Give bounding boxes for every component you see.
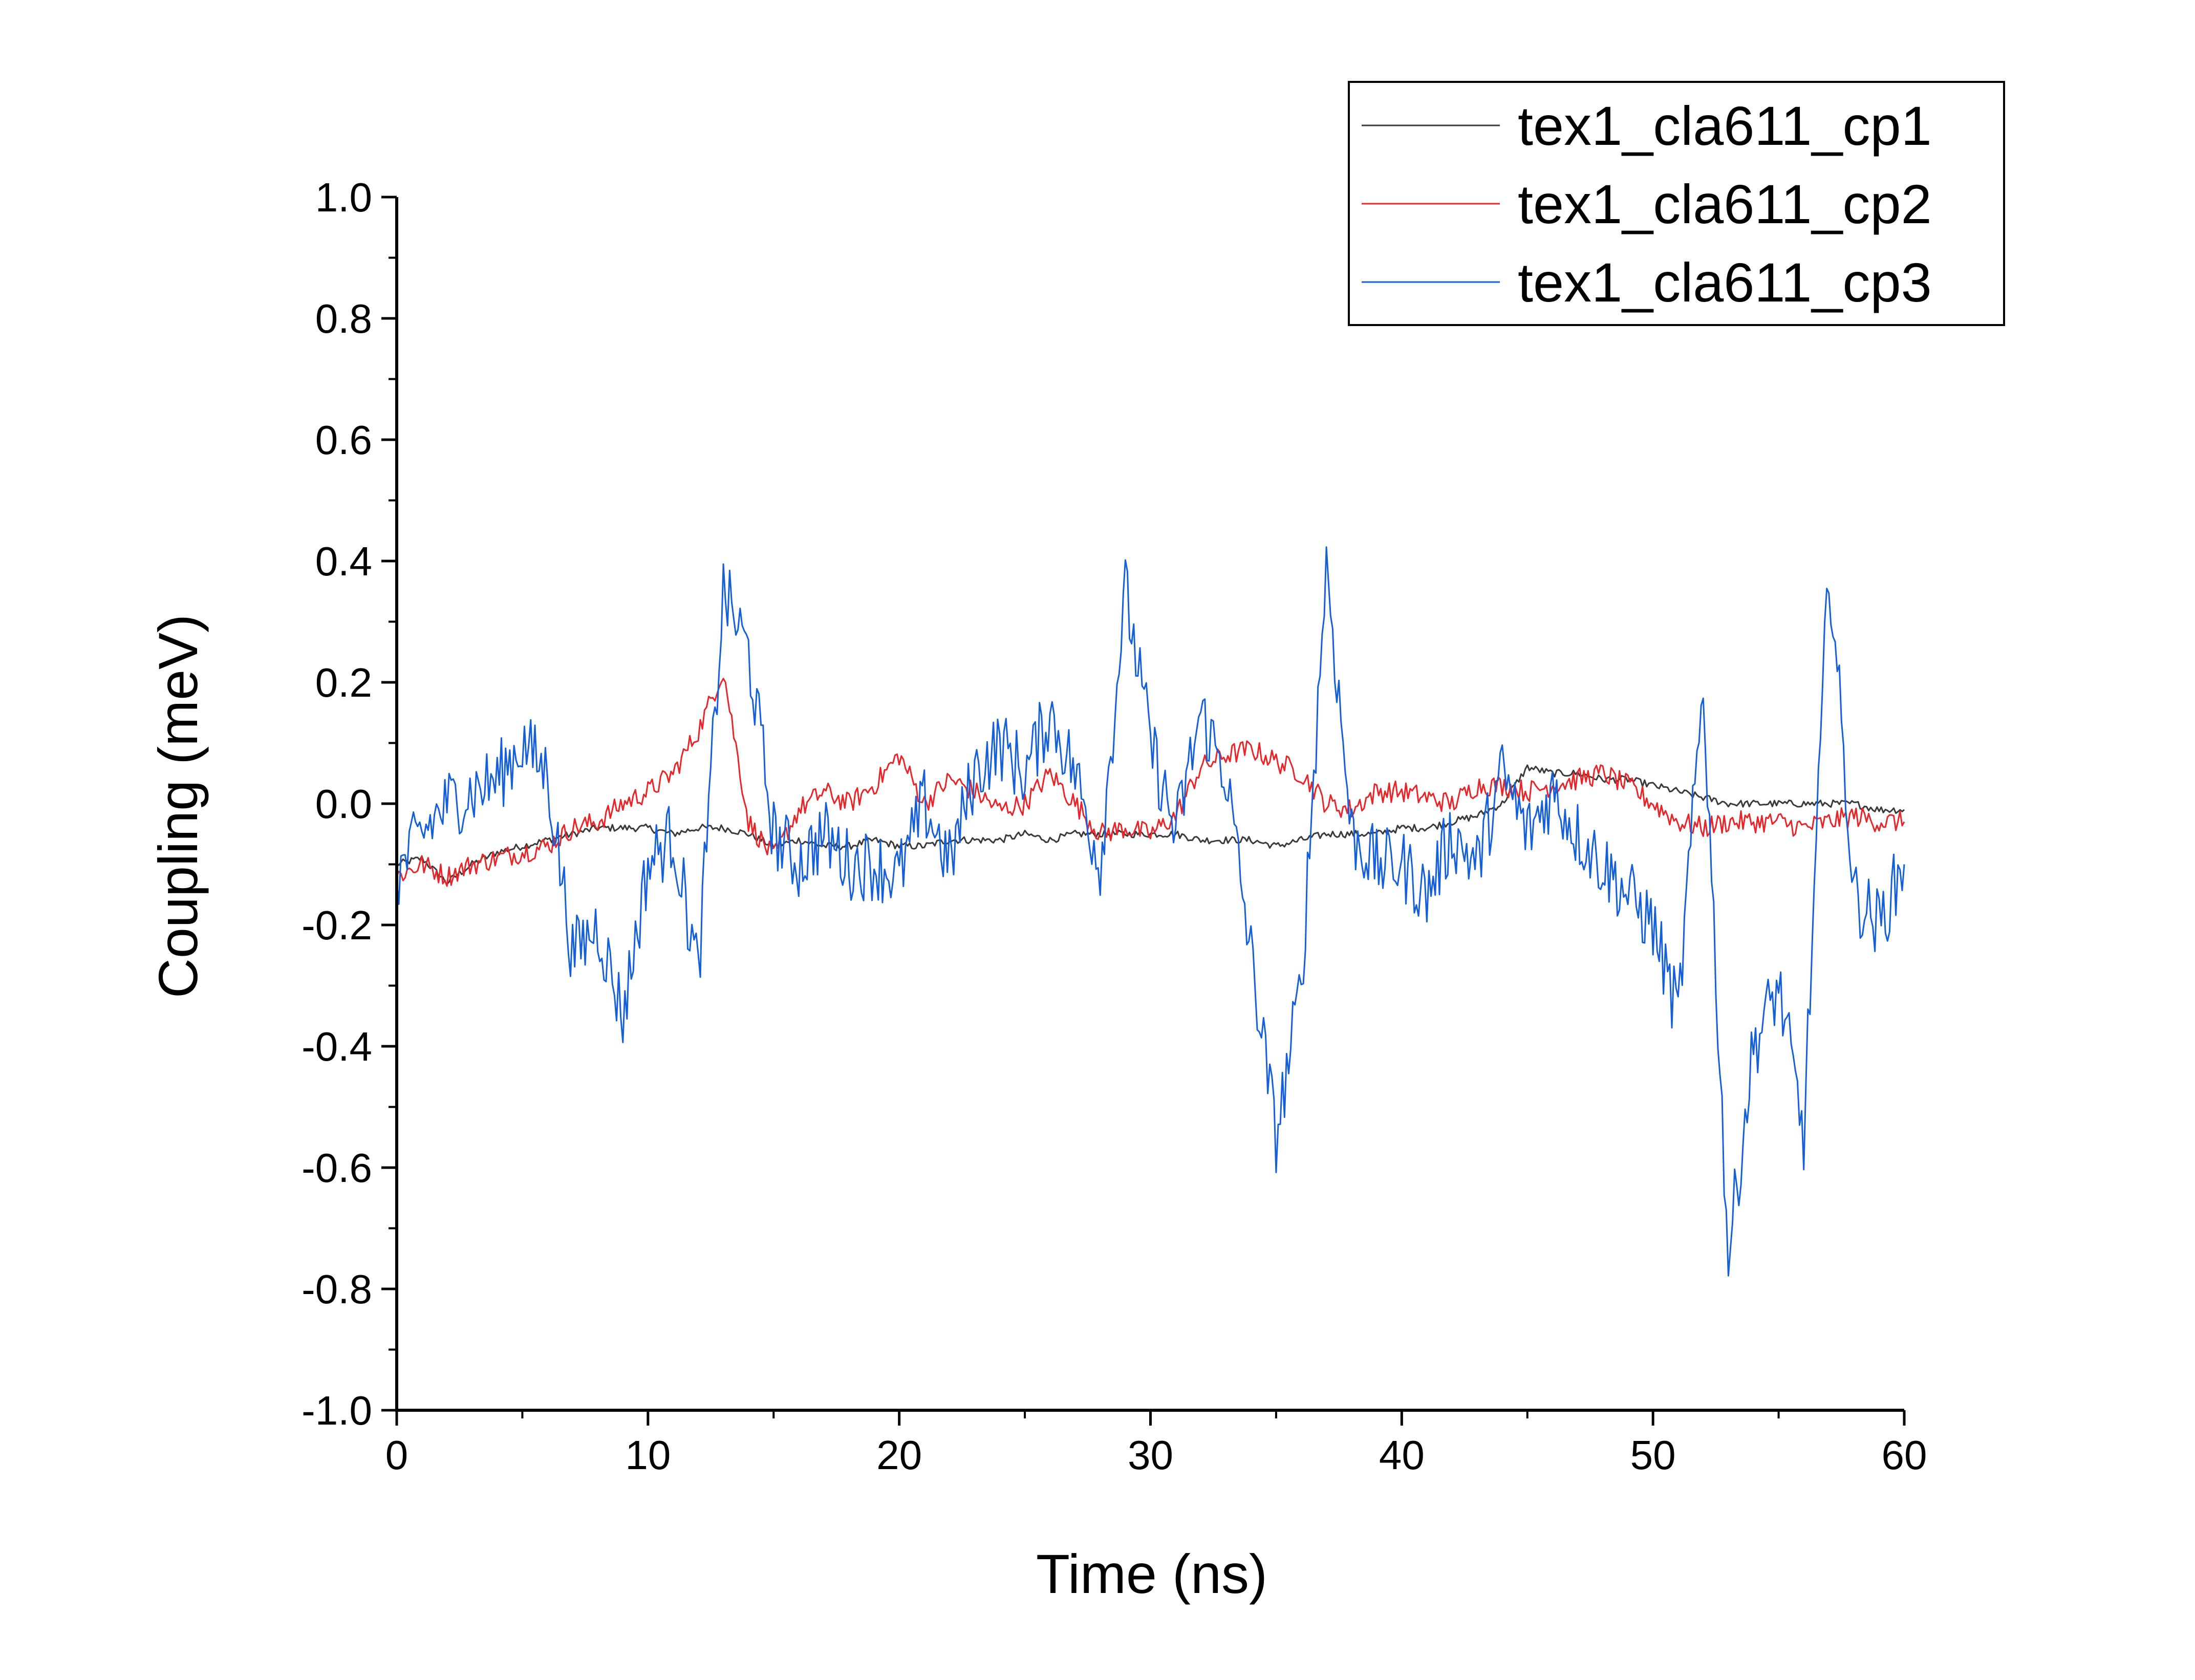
x-tick-label: 40 bbox=[1379, 1432, 1425, 1478]
y-tick-label: -0.2 bbox=[302, 902, 372, 948]
y-tick-label: 1.0 bbox=[315, 175, 372, 220]
y-tick-label: 0.0 bbox=[315, 781, 372, 827]
y-tick-label: 0.8 bbox=[315, 296, 372, 341]
y-tick-label: -1.0 bbox=[302, 1388, 372, 1433]
y-tick-label: -0.8 bbox=[302, 1266, 372, 1312]
x-tick-label: 20 bbox=[876, 1432, 922, 1478]
legend-label-tex1_cla611_cp3: tex1_cla611_cp3 bbox=[1518, 251, 1932, 313]
legend-label-tex1_cla611_cp1: tex1_cla611_cp1 bbox=[1518, 95, 1932, 157]
x-tick-label: 50 bbox=[1630, 1432, 1676, 1478]
legend-label-tex1_cla611_cp2: tex1_cla611_cp2 bbox=[1518, 173, 1932, 235]
y-tick-label: 0.4 bbox=[315, 539, 372, 584]
x-tick-label: 30 bbox=[1128, 1432, 1173, 1478]
y-tick-label: -0.6 bbox=[302, 1145, 372, 1191]
y-tick-label: -0.4 bbox=[302, 1024, 372, 1069]
x-tick-label: 0 bbox=[385, 1432, 408, 1478]
y-tick-label: 0.6 bbox=[315, 417, 372, 463]
x-axis-title: Time (ns) bbox=[1036, 1543, 1267, 1605]
y-tick-label: 0.2 bbox=[315, 660, 372, 705]
x-tick-label: 10 bbox=[625, 1432, 671, 1478]
x-tick-label: 60 bbox=[1882, 1432, 1927, 1478]
legend: tex1_cla611_cp1 tex1_cla611_cp2 tex1_cla61… bbox=[1349, 82, 2004, 325]
y-axis-title: Coupling (meV) bbox=[147, 614, 209, 998]
